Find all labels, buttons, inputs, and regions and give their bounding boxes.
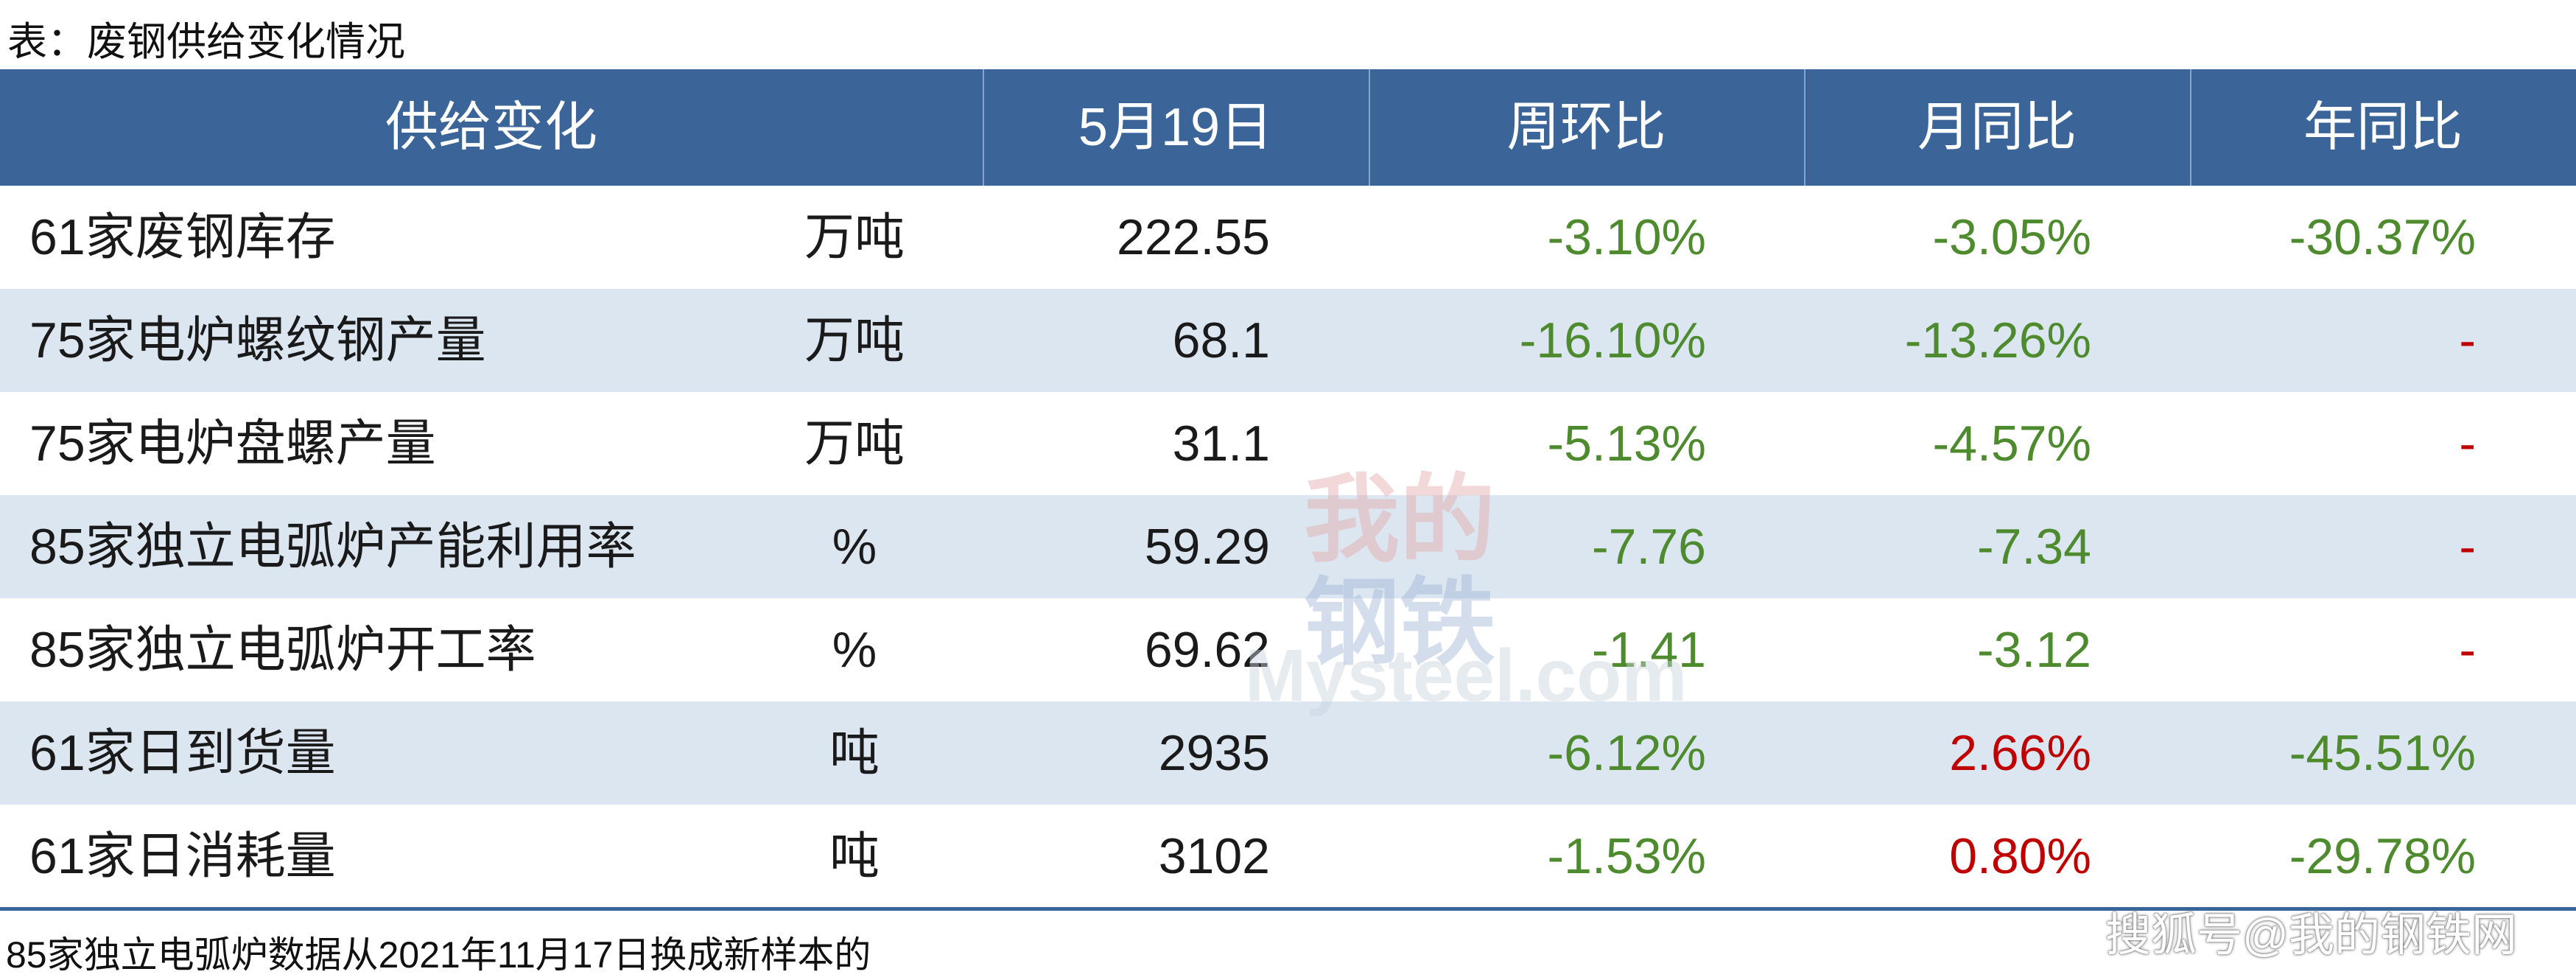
header-cell: 5月19日	[1078, 98, 1274, 157]
table-header: 供给变化 5月19日 周环比 月同比 年同比	[0, 69, 2576, 186]
cell-value: -	[2459, 416, 2476, 472]
header-cell: 年同比	[2303, 98, 2463, 157]
unit: %	[832, 622, 877, 678]
table-row: 61家日到货量 吨 2935 -6.12% 2.66% -45.51%	[0, 701, 2576, 805]
cell-value: 2.66%	[1949, 725, 2091, 781]
table-row: 61家废钢库存 万吨 222.55 -3.10% -3.05% -30.37%	[0, 186, 2576, 289]
cell-value: -4.57%	[1932, 416, 2091, 472]
cell-value: 2935	[1158, 725, 1270, 781]
bottom-rule	[0, 907, 2576, 911]
cell-value: -6.12%	[1547, 725, 1706, 781]
header-separator	[2190, 69, 2191, 186]
cell-value: -	[2459, 312, 2476, 368]
cell-value: -1.41	[1592, 622, 1706, 678]
watermark: 钢铁	[1304, 569, 1496, 676]
table-row: 85家独立电弧炉产能利用率% 59.29 -7.76 -7.34 -	[0, 495, 2576, 598]
watermark: 我的	[1304, 466, 1496, 573]
cell-value: 68.1	[1172, 312, 1270, 368]
cell-value: 31.1	[1172, 416, 1270, 472]
header-cell: 供给变化	[385, 98, 597, 157]
unit: %	[832, 519, 877, 575]
header-cell: 月同比	[1917, 98, 2077, 157]
cell-value: -13.26%	[1904, 312, 2091, 368]
header-separator	[1369, 69, 1370, 186]
cell-value: 69.62	[1144, 622, 1270, 678]
table-row: 85家独立电弧炉开工率% 69.62 -1.41 -3.12 -	[0, 598, 2576, 701]
unit: 万吨	[804, 209, 905, 265]
cell-value: 222.55	[1117, 209, 1270, 265]
footnote: 85家独立电弧炉数据从2021年11月17日换成新样本的	[6, 934, 871, 976]
cell-value: -5.13%	[1547, 416, 1706, 472]
header-cell: 周环比	[1506, 98, 1666, 157]
watermark: Mysteel.com	[1245, 634, 1688, 717]
header-separator	[1804, 69, 1805, 186]
row-label: 61家日消耗量	[29, 828, 336, 884]
cell-value: -7.76	[1592, 519, 1706, 575]
unit: 万吨	[804, 312, 905, 368]
unit: 万吨	[804, 416, 905, 472]
table-row: 75家电炉螺纹钢产量 万吨 68.1 -16.10% -13.26% -	[0, 289, 2576, 392]
cell-value: -30.37%	[2289, 209, 2476, 265]
cell-value: -3.05%	[1932, 209, 2091, 265]
cell-value: 59.29	[1144, 519, 1270, 575]
row-label: 75家电炉盘螺产量	[29, 416, 436, 472]
cell-value: 3102	[1158, 828, 1270, 884]
row-label: 75家电炉螺纹钢产量	[29, 312, 486, 368]
row-label: 61家日到货量	[29, 725, 336, 781]
cell-value: -45.51%	[2289, 725, 2476, 781]
cell-value: -29.78%	[2289, 828, 2476, 884]
row-label: 61家废钢库存	[29, 209, 336, 265]
row-label: 85家独立电弧炉开工率	[29, 622, 536, 678]
unit: 吨	[829, 828, 880, 884]
unit: 吨	[829, 725, 880, 781]
cell-value: -3.12	[1977, 622, 2091, 678]
cell-value: -7.34	[1977, 519, 2091, 575]
cell-value: 0.80%	[1949, 828, 2091, 884]
table-row: 61家日消耗量 吨 3102 -1.53% 0.80% -29.78%	[0, 805, 2576, 908]
row-label: 85家独立电弧炉产能利用率	[29, 519, 636, 575]
cell-value: -16.10%	[1519, 312, 1706, 368]
header-separator	[983, 69, 984, 186]
cell-value: -3.10%	[1547, 209, 1706, 265]
cell-value: -1.53%	[1547, 828, 1706, 884]
source-watermark: 搜狐号@我的钢铁网	[2105, 910, 2517, 961]
table-title: 表：废钢供给变化情况	[7, 20, 405, 64]
cell-value: -	[2459, 622, 2476, 678]
table-row: 75家电炉盘螺产量 万吨 31.1 -5.13% -4.57% -	[0, 392, 2576, 495]
cell-value: -	[2459, 519, 2476, 575]
